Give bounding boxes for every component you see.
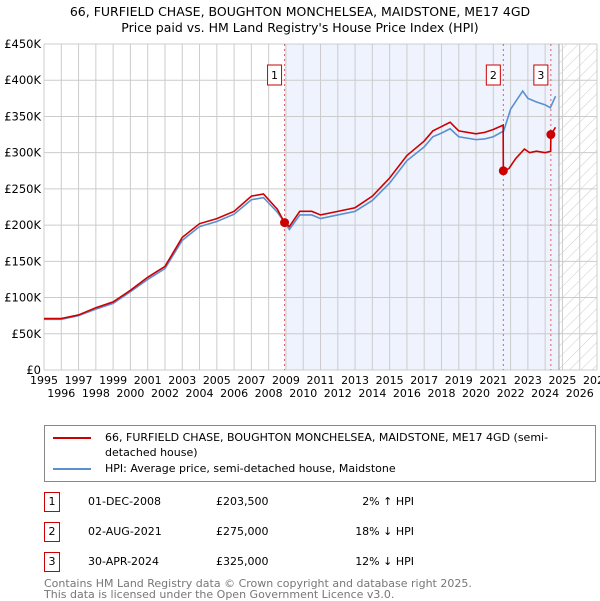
- x-tick-label: 2027: [583, 374, 600, 387]
- x-tick-label: 2007: [237, 374, 265, 387]
- x-tick-label: 2001: [134, 374, 162, 387]
- legend-label: 66, FURFIELD CHASE, BOUGHTON MONCHELSEA,…: [105, 431, 549, 459]
- sale-point: [498, 166, 508, 176]
- x-tick-label: 2010: [289, 387, 317, 400]
- sale-date: 30-APR-2024: [88, 555, 160, 568]
- x-tick-label: 1998: [82, 387, 110, 400]
- legend-swatch: [53, 437, 91, 439]
- sale-row: 2 02-AUG-2021 £275,000 18% ↓ HPI: [44, 522, 544, 542]
- x-tick-label: 2015: [376, 374, 404, 387]
- x-tick-label: 2011: [307, 374, 335, 387]
- legend-item-hpi: HPI: Average price, semi-detached house,…: [53, 461, 589, 476]
- x-tick-label: 2003: [168, 374, 196, 387]
- y-tick-label: £250K: [4, 182, 41, 196]
- x-tick-label: 2002: [151, 387, 179, 400]
- legend-label: HPI: Average price, semi-detached house,…: [105, 462, 396, 475]
- sale-hpi-diff: 2% ↑ HPI: [362, 495, 414, 508]
- y-tick-label: £450K: [4, 37, 41, 51]
- x-tick-label: 2019: [445, 374, 473, 387]
- footer: Contains HM Land Registry data © Crown c…: [44, 578, 596, 600]
- footer-line: Contains HM Land Registry data © Crown c…: [44, 577, 472, 590]
- title-line: 66, FURFIELD CHASE, BOUGHTON MONCHELSEA,…: [69, 4, 531, 19]
- x-tick-label: 2008: [255, 387, 283, 400]
- x-tick-label: 2004: [186, 387, 214, 400]
- x-tick-label: 2025: [548, 374, 576, 387]
- x-tick-label: 1999: [99, 374, 127, 387]
- y-tick-label: £300K: [4, 146, 41, 160]
- sale-label: 1: [271, 69, 278, 82]
- x-tick-label: 2022: [497, 387, 525, 400]
- sale-date: 02-AUG-2021: [88, 525, 162, 538]
- price-chart: 1995199619971998199920002001200220032004…: [4, 37, 600, 400]
- sale-label: 3: [537, 69, 544, 82]
- x-tick-label: 1995: [30, 374, 58, 387]
- sale-price: £275,000: [216, 525, 269, 538]
- sale-row: 1 01-DEC-2008 £203,500 2% ↑ HPI: [44, 492, 544, 512]
- sales-table: 1 01-DEC-2008 £203,500 2% ↑ HPI 2 02-AUG-…: [44, 492, 596, 572]
- sale-label-box: [533, 64, 549, 86]
- x-tick-label: 2023: [514, 374, 542, 387]
- subtitle-line: Price paid vs. HM Land Registry's House …: [121, 20, 479, 35]
- x-tick-label: 2024: [531, 387, 559, 400]
- sale-number: 1: [44, 492, 60, 512]
- x-tick-label: 2005: [203, 374, 231, 387]
- x-tick-label: 2026: [566, 387, 594, 400]
- y-tick-label: £50K: [12, 327, 42, 341]
- sale-label: 2: [490, 69, 497, 82]
- x-tick-label: 2018: [427, 387, 455, 400]
- x-tick-label: 2014: [358, 387, 386, 400]
- x-tick-label: 2013: [341, 374, 369, 387]
- y-tick-label: £150K: [4, 254, 41, 268]
- sale-hpi-diff: 12% ↓ HPI: [355, 555, 414, 568]
- legend: 66, FURFIELD CHASE, BOUGHTON MONCHELSEA,…: [44, 425, 596, 482]
- shaded-region: [284, 44, 559, 370]
- sale-number: 3: [44, 552, 60, 572]
- sale-point: [280, 218, 290, 228]
- sale-row: 3 30-APR-2024 £325,000 12% ↓ HPI: [44, 552, 544, 572]
- chart-title: 66, FURFIELD CHASE, BOUGHTON MONCHELSEA,…: [0, 4, 600, 36]
- y-tick-label: £0: [26, 363, 41, 377]
- lower-panel: 66, FURFIELD CHASE, BOUGHTON MONCHELSEA,…: [44, 425, 596, 600]
- footer-line: This data is licensed under the Open Gov…: [44, 588, 395, 601]
- hpi-line: [44, 89, 557, 321]
- x-tick-label: 2020: [462, 387, 490, 400]
- property-price-line: [44, 121, 557, 320]
- x-tick-label: 2016: [393, 387, 421, 400]
- x-tick-label: 1997: [65, 374, 93, 387]
- y-tick-label: £100K: [4, 291, 41, 305]
- y-tick-label: £400K: [4, 73, 41, 87]
- sale-price: £325,000: [216, 555, 269, 568]
- sale-price: £203,500: [216, 495, 269, 508]
- forecast-hatch: [558, 44, 597, 370]
- sale-date: 01-DEC-2008: [88, 495, 162, 508]
- x-tick-label: 1996: [47, 387, 75, 400]
- x-tick-label: 2012: [324, 387, 352, 400]
- x-tick-label: 2017: [410, 374, 438, 387]
- sale-label-box: [267, 64, 283, 86]
- x-tick-label: 2000: [116, 387, 144, 400]
- y-tick-label: £200K: [4, 218, 41, 232]
- x-tick-label: 2006: [220, 387, 248, 400]
- x-tick-label: 2009: [272, 374, 300, 387]
- sale-label-box: [485, 64, 501, 86]
- legend-item-property: 66, FURFIELD CHASE, BOUGHTON MONCHELSEA,…: [53, 430, 589, 460]
- sale-number: 2: [44, 522, 60, 542]
- x-tick-label: 2021: [479, 374, 507, 387]
- legend-swatch: [53, 468, 91, 470]
- sale-hpi-diff: 18% ↓ HPI: [355, 525, 414, 538]
- y-tick-label: £350K: [4, 109, 41, 123]
- sale-point: [546, 130, 556, 140]
